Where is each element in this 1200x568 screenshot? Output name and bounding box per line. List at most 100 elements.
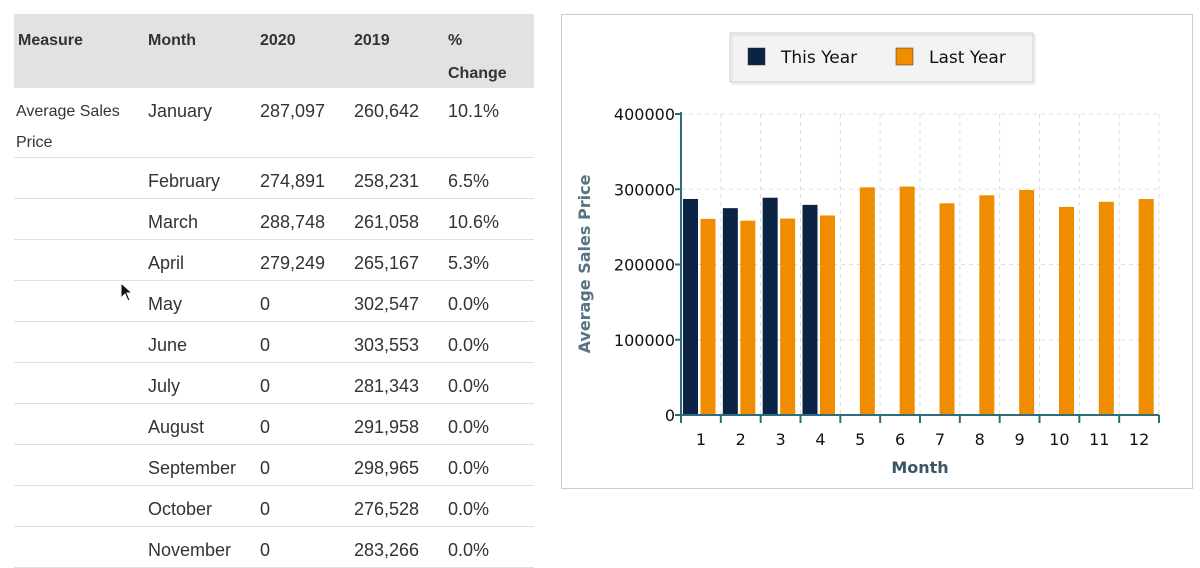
table-row: July 0 281,343 0.0% [14,363,534,404]
bar-last-year [859,187,875,415]
cell-y2019: 291,958 [354,417,420,437]
table-header: Measure Month 2020 2019 % Change [14,14,534,88]
cell-pct: 10.6% [448,212,500,232]
legend-shadow [731,34,1036,85]
cell-y2019: 281,343 [354,376,420,396]
x-tick-label: 9 [1014,430,1024,449]
bar-last-year [820,215,835,415]
cell-y2019: 265,167 [354,253,420,273]
cell-month: January [148,101,213,121]
x-tick-label: 4 [815,430,825,449]
cell-pct: 10.1% [448,101,500,121]
cell-y2020: 0 [260,376,271,396]
header-pct-line2: Change [448,65,507,82]
cell-pct: 0.0% [448,335,490,355]
cell-y2019: 276,528 [354,499,420,519]
cell-month: November [148,540,232,560]
x-axis-title: Month [891,458,948,477]
table-row: November 0 283,266 0.0% [14,527,534,568]
cell-month: July [148,376,181,396]
cell-y2019: 303,553 [354,335,420,355]
cell-y2019: 298,965 [354,458,420,478]
cell-y2020: 287,097 [260,101,326,121]
header-pct-line1: % [448,32,463,49]
cell-y2020: 0 [260,540,271,560]
cell-y2020: 0 [260,458,271,478]
bar-last-year [899,186,915,415]
y-axis-title: Average Sales Price [575,174,594,353]
cell-pct: 0.0% [448,458,490,478]
legend-box [729,32,1034,83]
header-month: Month [148,32,196,49]
bar-this-year [762,197,778,415]
cell-measure: Average Sales Price [16,96,120,158]
measure-line2: Price [16,134,53,151]
legend-label: Last Year [929,48,1006,68]
bar-this-year [683,198,698,415]
bar-last-year [740,220,756,415]
cell-y2019: 283,266 [354,540,420,560]
y-tick-label: 100000 [614,331,675,350]
y-tick-label: 300000 [614,180,675,199]
legend-label: This Year [780,48,857,68]
cell-month: February [148,171,221,191]
cell-y2019: 261,058 [354,212,420,232]
cell-pct: 0.0% [448,376,490,396]
header-2020: 2020 [260,32,296,49]
bar-last-year [939,203,955,415]
header-2019: 2019 [354,32,390,49]
x-tick-label: 3 [775,430,785,449]
cell-pct: 0.0% [448,540,490,560]
bar-last-year [1138,199,1154,415]
table-row: October 0 276,528 0.0% [14,486,534,527]
x-tick-label: 2 [736,430,746,449]
measure-line1: Average Sales [16,103,120,120]
bar-last-year [1059,206,1074,415]
chart-panel: 0 100000 200000 300000 400000 1 2 3 4 5 6 7 8 9 10 11 12… [561,14,1193,489]
bar-last-year [780,218,796,415]
x-tick-label: 11 [1089,430,1109,449]
bar-last-year [1098,201,1114,415]
table-row: September 0 298,965 0.0% [14,445,534,486]
legend-swatch [895,47,914,66]
bar-last-year [1019,190,1035,415]
y-tick-label: 200000 [614,256,675,275]
x-tick-label: 1 [696,430,706,449]
bar-last-year [700,218,716,415]
bar-this-year [802,204,818,415]
legend-swatch [747,47,766,66]
cell-y2019: 260,642 [354,101,420,121]
cell-month: September [148,458,237,478]
x-tick-label: 8 [975,430,985,449]
header-measure: Measure [18,32,83,49]
cell-month: April [148,253,185,273]
cell-month: March [148,212,199,232]
cell-y2020: 0 [260,417,271,437]
table-row: February 274,891 258,231 6.5% [14,158,534,199]
cell-pct: 0.0% [448,417,490,437]
cell-pct: 5.3% [448,253,490,273]
legend: This Year Last Year [729,32,1036,85]
cell-y2019: 302,547 [354,294,420,314]
cell-month: June [148,335,188,355]
table-row: May 0 302,547 0.0% [14,281,534,322]
cell-y2020: 274,891 [260,171,326,191]
table-row: August 0 291,958 0.0% [14,404,534,445]
header-pct-change: % Change [448,24,507,90]
cell-month: October [148,499,213,519]
cell-y2020: 288,748 [260,212,326,232]
cell-month: May [148,294,183,314]
cell-y2019: 258,231 [354,171,420,191]
cell-pct: 0.0% [448,294,490,314]
table-row: June 0 303,553 0.0% [14,322,534,363]
cell-pct: 6.5% [448,171,490,191]
x-tick-label: 12 [1129,430,1149,449]
cell-pct: 0.0% [448,499,490,519]
x-tick-label: 7 [935,430,945,449]
table-row: April 279,249 265,167 5.3% [14,240,534,281]
x-tick-label: 6 [895,430,905,449]
y-tick-label: 400000 [614,105,675,124]
cell-y2020: 0 [260,294,271,314]
bar-this-year [722,208,738,415]
